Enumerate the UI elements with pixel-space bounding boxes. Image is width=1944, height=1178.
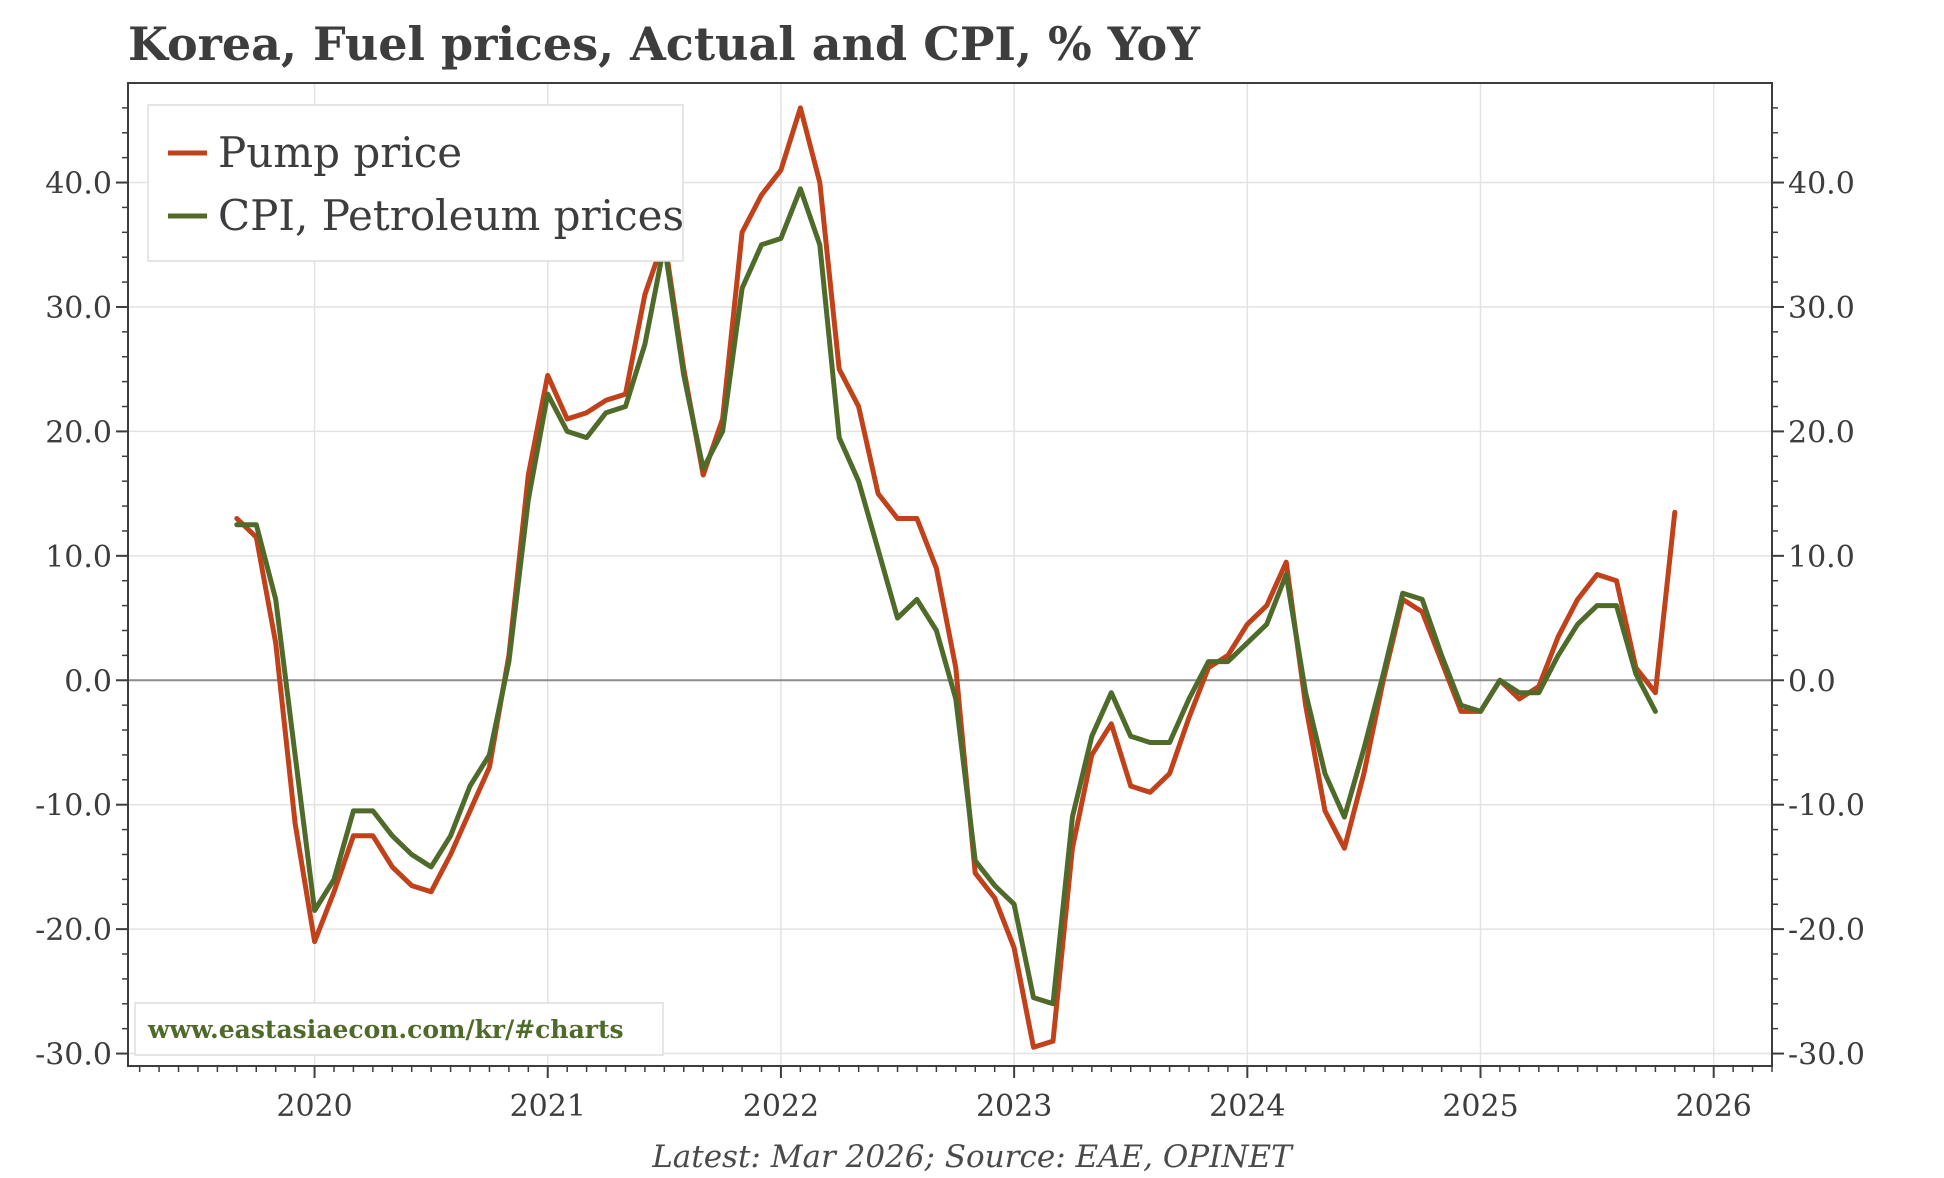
watermark-url: www.eastasiaecon.com/kr/#charts [147, 1015, 624, 1044]
legend: Pump price CPI, Petroleum prices [147, 104, 684, 262]
y-tick-label-left: 40.0 [45, 167, 112, 202]
source-note: Latest: Mar 2026; Source: EAE, OPINET [651, 1139, 1294, 1175]
legend-label-pump: Pump price [218, 128, 462, 177]
x-tick-label: 2026 [1676, 1089, 1752, 1124]
y-tick-label-left: -10.0 [35, 789, 112, 824]
y-tick-label-left: 0.0 [64, 664, 112, 699]
y-tick-label-right: 40.0 [1788, 167, 1855, 202]
series-line-cpi [234, 186, 1658, 1007]
y-tick-label-left: 20.0 [45, 415, 112, 450]
y-tick-label-left: -20.0 [35, 913, 112, 948]
watermark-frame [134, 1002, 664, 1056]
series-line-pump [234, 105, 1678, 1050]
chart-title: Korea, Fuel prices, Actual and CPI, % Yo… [128, 17, 1201, 71]
plot-frame [127, 82, 1773, 1067]
y-tick-label-right: -10.0 [1788, 789, 1865, 824]
x-tick-label: 2023 [976, 1089, 1052, 1124]
legend-box [147, 104, 684, 262]
axes: -30.0 -30.0 -20.0 -20.0 -10.0 -10.0 0.0 0.0 10.0… [35, 107, 1865, 1124]
x-tick-label: 2021 [510, 1089, 586, 1124]
y-tick-label-right: 0.0 [1788, 664, 1836, 699]
x-tick-label: 2020 [276, 1089, 352, 1124]
y-tick-label-right: -20.0 [1788, 913, 1865, 948]
legend-label-cpi: CPI, Petroleum prices [218, 191, 684, 240]
y-tick-label-left: 30.0 [45, 291, 112, 326]
y-tick-label-right: 10.0 [1788, 540, 1855, 575]
x-tick-label: 2025 [1442, 1089, 1518, 1124]
y-tick-label-right: -30.0 [1788, 1038, 1865, 1073]
y-tick-label-left: 10.0 [45, 540, 112, 575]
y-tick-label-left: -30.0 [35, 1038, 112, 1073]
gridlines [128, 83, 1772, 1066]
series-lines [234, 105, 1678, 1050]
y-tick-label-right: 30.0 [1788, 291, 1855, 326]
y-tick-label-right: 20.0 [1788, 415, 1855, 450]
x-tick-label: 2022 [743, 1089, 819, 1124]
watermark-box: www.eastasiaecon.com/kr/#charts [134, 1002, 664, 1056]
x-tick-label: 2024 [1209, 1089, 1285, 1124]
